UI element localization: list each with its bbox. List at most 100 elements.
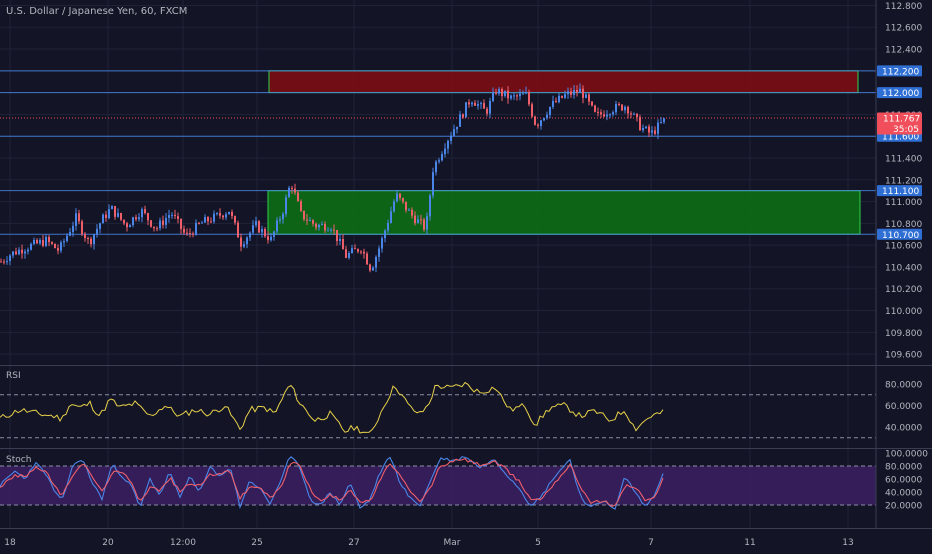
candle-body xyxy=(285,197,287,214)
candle-body xyxy=(540,120,542,126)
candle-body xyxy=(483,103,485,109)
candle-body xyxy=(15,251,17,255)
candle-body xyxy=(249,232,251,238)
candle-body xyxy=(309,220,311,222)
candle-body xyxy=(444,148,446,155)
candle-body xyxy=(57,248,59,251)
level-tag xyxy=(877,228,922,240)
candle-body xyxy=(600,112,602,115)
candle-body xyxy=(126,223,128,228)
candle-body xyxy=(321,223,323,225)
candle-body xyxy=(528,91,530,105)
candle-body xyxy=(54,243,56,249)
price-tick-label: 110.400 xyxy=(885,263,922,273)
price-axis: 112.800112.600112.400111.800111.400111.2… xyxy=(877,2,928,512)
candle-body xyxy=(165,217,167,225)
candle-body xyxy=(639,117,641,131)
candle-body xyxy=(618,103,620,105)
candle-body xyxy=(237,222,239,238)
candle-body xyxy=(78,213,80,222)
candle-body xyxy=(366,253,368,265)
candle-body xyxy=(441,154,443,161)
candle-body xyxy=(276,220,278,232)
candle-body xyxy=(348,253,350,258)
candle-body xyxy=(522,93,524,95)
candle-body xyxy=(585,94,587,98)
candle-body xyxy=(312,220,314,224)
candle-body xyxy=(273,231,275,237)
countdown-label: 35:05 xyxy=(893,125,919,135)
candle-body xyxy=(486,108,488,114)
candle-body xyxy=(315,223,317,228)
candle-body xyxy=(615,103,617,113)
candle-body xyxy=(192,233,194,235)
candle-body xyxy=(408,209,410,211)
candle-body xyxy=(261,229,263,233)
candle-body xyxy=(393,201,395,212)
candle-body xyxy=(531,104,533,117)
candle-body xyxy=(357,249,359,252)
candle-body xyxy=(402,198,404,202)
candle-body xyxy=(132,217,134,226)
candle-body xyxy=(612,112,614,115)
level-tag xyxy=(877,87,922,99)
level-tag-label: 111.600 xyxy=(882,133,919,143)
candle-body xyxy=(252,225,254,233)
candle-body xyxy=(168,215,170,218)
candle-body xyxy=(333,229,335,231)
candle-body xyxy=(150,220,152,227)
candle-body xyxy=(189,233,191,235)
candle-body xyxy=(354,248,356,250)
time-tick-label: 7 xyxy=(648,538,654,548)
candle-body xyxy=(375,256,377,268)
rsi-line xyxy=(0,381,664,434)
candle-body xyxy=(453,129,455,136)
candle-body xyxy=(87,238,89,240)
candle-body xyxy=(534,116,536,125)
candle-body xyxy=(3,261,5,263)
stoch-panel xyxy=(0,456,876,510)
candle-body xyxy=(654,130,656,134)
candle-body xyxy=(525,91,527,94)
candle-body xyxy=(0,261,2,263)
price-tick-label: 110.800 xyxy=(885,220,922,230)
candle-body xyxy=(21,249,23,254)
candle-body xyxy=(396,193,398,202)
level-tag xyxy=(877,185,922,197)
candle-body xyxy=(294,188,296,193)
candle-body xyxy=(183,229,185,233)
stoch-d-line xyxy=(0,457,664,507)
candle-body xyxy=(225,214,227,218)
candle-body xyxy=(660,122,662,124)
candle-body xyxy=(351,248,353,254)
candle-body xyxy=(657,122,659,134)
candle-body xyxy=(159,220,161,229)
candle-body xyxy=(399,193,401,199)
candle-body xyxy=(336,229,338,242)
price-tick-label: 109.800 xyxy=(885,329,922,339)
candle-body xyxy=(411,209,413,216)
candle-body xyxy=(144,209,146,214)
level-tag-label: 110.700 xyxy=(882,231,919,241)
candle-body xyxy=(36,239,38,244)
candle-body xyxy=(138,217,140,220)
rsi-panel xyxy=(0,381,876,439)
level-tag-label: 112.200 xyxy=(882,67,919,77)
candle-body xyxy=(258,221,260,233)
candle-body xyxy=(480,103,482,105)
price-tick-label: 109.600 xyxy=(885,351,922,361)
level-tag-label: 112.000 xyxy=(882,89,919,99)
stoch-pane-label: Stoch xyxy=(6,455,31,465)
candle-body xyxy=(450,135,452,141)
rsi-tick-label: 40.0000 xyxy=(885,424,922,434)
candle-body xyxy=(414,215,416,224)
candle-body xyxy=(51,242,53,244)
candle-body xyxy=(240,237,242,247)
candle-body xyxy=(369,264,371,271)
candle-body xyxy=(552,100,554,107)
candle-body xyxy=(156,228,158,230)
candle-body xyxy=(507,90,509,99)
candle-body xyxy=(546,114,548,119)
